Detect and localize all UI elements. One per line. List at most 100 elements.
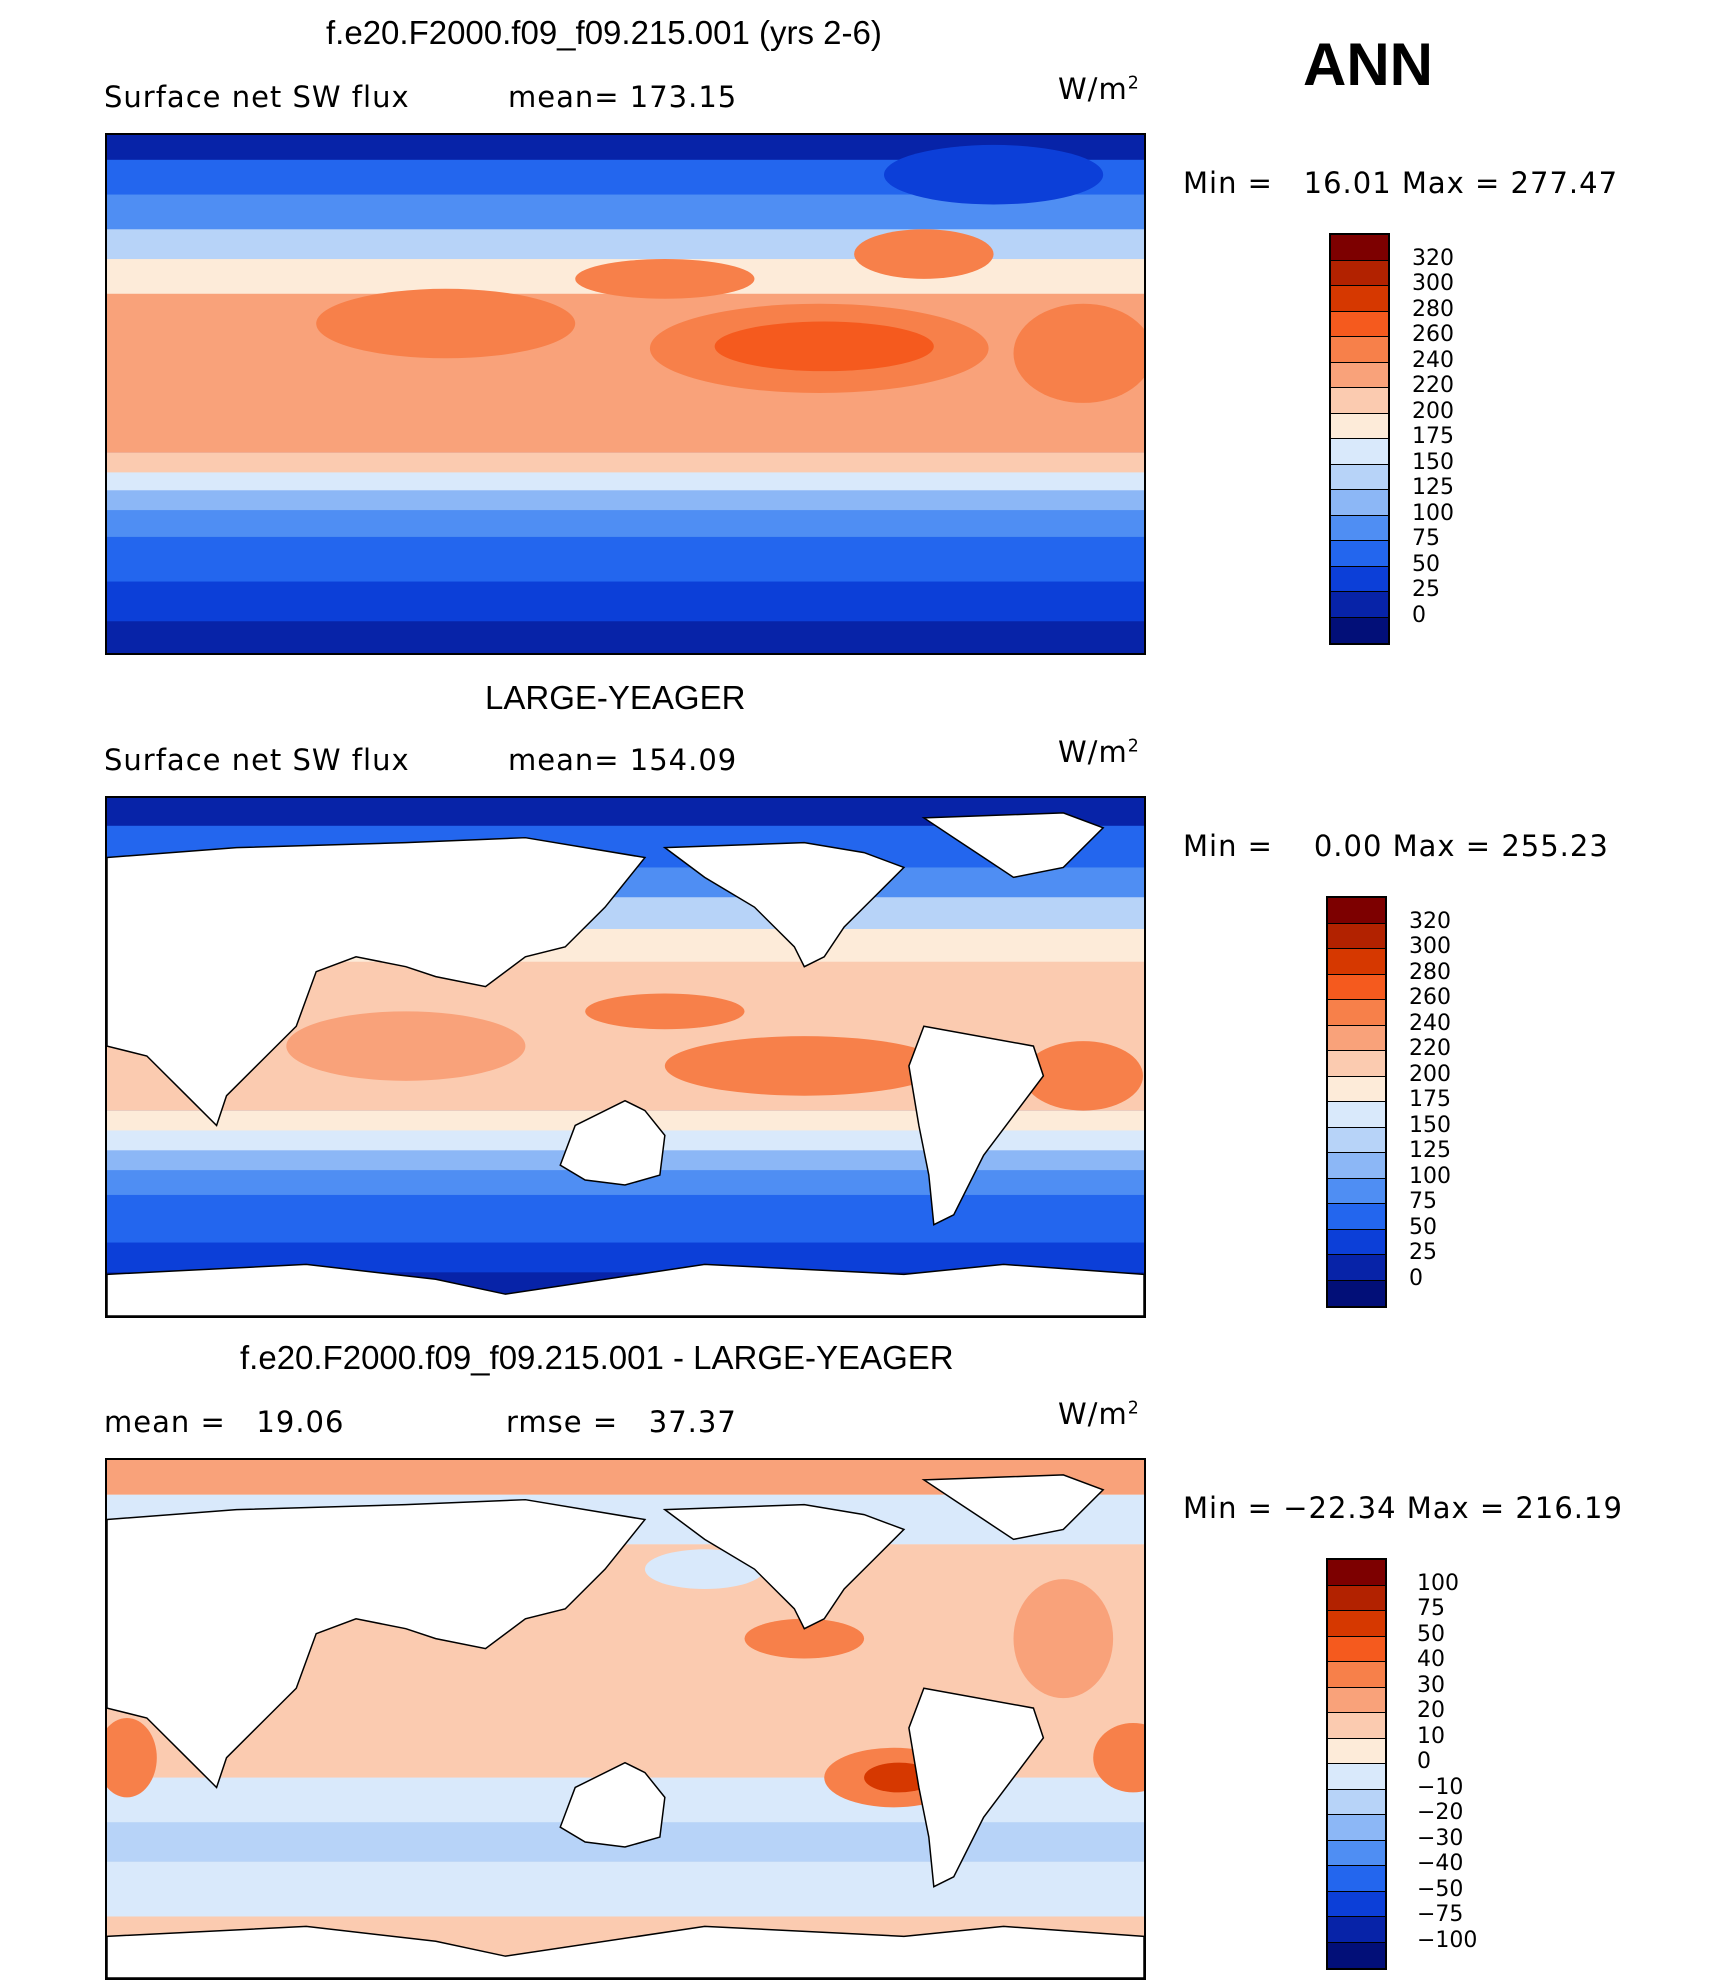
panel-1-variable-label: Surface net SW flux xyxy=(104,80,410,114)
colorbar-level-label: 50 xyxy=(1412,551,1440,577)
colorbar-segment xyxy=(1328,1229,1385,1255)
panel-1-map xyxy=(105,133,1146,655)
colorbar-level-label: −30 xyxy=(1417,1825,1464,1851)
colorbar-segment xyxy=(1328,1815,1385,1841)
colorbar-segment xyxy=(1328,1840,1385,1866)
panel-1-colorbar xyxy=(1329,233,1390,645)
colorbar-level-label: 75 xyxy=(1412,526,1440,551)
colorbar-segment xyxy=(1328,949,1385,975)
colorbar-level-label: 175 xyxy=(1412,424,1454,449)
colorbar-level-label: 100 xyxy=(1409,1163,1451,1189)
colorbar-level-label: 280 xyxy=(1412,296,1454,322)
colorbar-level-label: −10 xyxy=(1417,1774,1464,1800)
colorbar-segment xyxy=(1331,439,1388,465)
panel-2-map xyxy=(105,796,1146,1318)
colorbar-level-label: 220 xyxy=(1412,373,1454,398)
colorbar-level-label: 20 xyxy=(1417,1698,1445,1723)
colorbar-level-label: 30 xyxy=(1417,1672,1445,1698)
colorbar-level-label: −20 xyxy=(1417,1800,1464,1825)
panel-1-units: W/m2 xyxy=(1058,72,1140,106)
colorbar-segment xyxy=(1328,1204,1385,1230)
colorbar-segment xyxy=(1331,515,1388,541)
colorbar-level-label: 260 xyxy=(1409,985,1451,1010)
colorbar-level-label: −40 xyxy=(1417,1851,1464,1876)
panel-2-variable-label: Surface net SW flux xyxy=(104,743,410,777)
colorbar-segment xyxy=(1331,311,1388,337)
colorbar-segment xyxy=(1328,1280,1385,1306)
colorbar-segment xyxy=(1328,1662,1385,1688)
colorbar-segment xyxy=(1331,490,1388,516)
colorbar-level-label: 75 xyxy=(1409,1189,1437,1214)
colorbar-level-label: 0 xyxy=(1417,1749,1431,1774)
colorbar-segment xyxy=(1328,1713,1385,1739)
colorbar-segment xyxy=(1328,1942,1385,1968)
colorbar-segment xyxy=(1331,413,1388,439)
colorbar-level-label: 100 xyxy=(1417,1570,1459,1596)
colorbar-level-label: 300 xyxy=(1409,934,1451,959)
colorbar-level-label: 200 xyxy=(1412,398,1454,424)
panel-3-map xyxy=(105,1458,1146,1980)
colorbar-level-label: 240 xyxy=(1409,1010,1451,1036)
colorbar-segment xyxy=(1328,974,1385,1000)
colorbar-level-label: 125 xyxy=(1412,475,1454,500)
colorbar-level-label: 300 xyxy=(1412,271,1454,296)
colorbar-segment xyxy=(1331,362,1388,388)
colorbar-segment xyxy=(1331,566,1388,592)
colorbar-level-label: 40 xyxy=(1417,1647,1445,1672)
panel-1-minmax: Min = 16.01 Max = 277.47 xyxy=(1183,166,1619,200)
colorbar-segment xyxy=(1328,1687,1385,1713)
panel-1-mean-label: mean= 173.15 xyxy=(508,80,738,114)
colorbar-level-label: 75 xyxy=(1417,1596,1445,1621)
colorbar-level-label: 175 xyxy=(1409,1087,1451,1112)
colorbar-segment xyxy=(1328,1866,1385,1892)
panel-3-minmax: Min = −22.34 Max = 216.19 xyxy=(1183,1491,1623,1525)
colorbar-segment xyxy=(1328,1025,1385,1051)
colorbar-level-label: 320 xyxy=(1412,245,1454,271)
colorbar-level-label: 200 xyxy=(1409,1061,1451,1087)
panel-2-colorbar xyxy=(1326,896,1387,1308)
colorbar-level-label: 320 xyxy=(1409,908,1451,934)
panel-2-mean-label: mean= 154.09 xyxy=(508,743,738,777)
colorbar-level-label: 25 xyxy=(1412,577,1440,602)
colorbar-level-label: 150 xyxy=(1409,1112,1451,1138)
panel-2-minmax: Min = 0.00 Max = 255.23 xyxy=(1183,829,1609,863)
colorbar-level-label: 240 xyxy=(1412,347,1454,373)
colorbar-segment xyxy=(1328,1560,1385,1586)
colorbar-segment xyxy=(1328,923,1385,949)
panel-3-title: f.e20.F2000.f09_f09.215.001 - LARGE-YEAG… xyxy=(240,1339,954,1376)
colorbar-level-label: 25 xyxy=(1409,1240,1437,1265)
colorbar-level-label: 50 xyxy=(1409,1214,1437,1240)
colorbar-segment xyxy=(1331,260,1388,286)
colorbar-level-label: 150 xyxy=(1412,449,1454,475)
colorbar-segment xyxy=(1328,1636,1385,1662)
colorbar-segment xyxy=(1331,541,1388,567)
colorbar-segment xyxy=(1328,1917,1385,1943)
colorbar-segment xyxy=(1331,286,1388,312)
panel-3-units: W/m2 xyxy=(1058,1397,1140,1431)
colorbar-segment xyxy=(1328,898,1385,924)
colorbar-level-label: 125 xyxy=(1409,1138,1451,1163)
colorbar-segment xyxy=(1328,1891,1385,1917)
colorbar-level-label: −75 xyxy=(1417,1902,1464,1927)
colorbar-segment xyxy=(1328,1738,1385,1764)
colorbar-segment xyxy=(1328,1102,1385,1128)
colorbar-level-label: 0 xyxy=(1412,602,1426,628)
colorbar-level-label: 260 xyxy=(1412,322,1454,347)
colorbar-level-label: 220 xyxy=(1409,1036,1451,1061)
colorbar-level-label: −100 xyxy=(1417,1927,1478,1953)
colorbar-segment xyxy=(1328,1051,1385,1077)
colorbar-segment xyxy=(1328,1127,1385,1153)
colorbar-segment xyxy=(1328,1255,1385,1281)
colorbar-segment xyxy=(1331,388,1388,414)
colorbar-segment xyxy=(1331,464,1388,490)
season-label: ANN xyxy=(1303,31,1433,98)
colorbar-level-label: 10 xyxy=(1417,1723,1445,1749)
colorbar-segment xyxy=(1328,1789,1385,1815)
colorbar-level-label: 100 xyxy=(1412,500,1454,526)
colorbar-level-label: 280 xyxy=(1409,959,1451,985)
panel-2-units: W/m2 xyxy=(1058,735,1140,769)
colorbar-segment xyxy=(1328,1585,1385,1611)
colorbar-segment xyxy=(1331,337,1388,363)
colorbar-level-label: 50 xyxy=(1417,1621,1445,1647)
panel-3-rmse-label: rmse = 37.37 xyxy=(506,1405,737,1439)
